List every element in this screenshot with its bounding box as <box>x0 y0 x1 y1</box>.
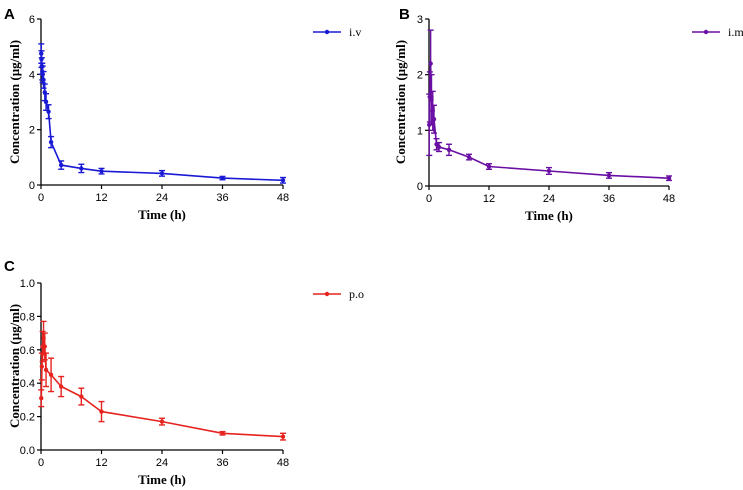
data-point <box>280 434 286 439</box>
x-axis-label: Time (h) <box>525 208 573 223</box>
data-point <box>48 139 54 145</box>
data-point <box>666 176 672 181</box>
data-point <box>79 394 84 399</box>
y-tick-label: 0 <box>29 180 35 192</box>
data-point <box>431 117 437 122</box>
y-tick-label: 3 <box>417 14 423 26</box>
data-point <box>41 77 46 83</box>
y-tick-label: 0.0 <box>20 445 35 457</box>
data-point <box>280 178 286 183</box>
legend-label: p.o <box>349 287 364 301</box>
x-tick-label: 36 <box>603 193 615 205</box>
legend-label: i.m <box>728 25 743 39</box>
x-tick-label: 12 <box>95 192 107 204</box>
legend-marker <box>324 291 330 297</box>
data-point <box>79 166 84 171</box>
legend-marker <box>703 29 709 35</box>
data-point <box>546 168 552 174</box>
y-tick-label: 0.8 <box>20 311 35 323</box>
x-tick-label: 0 <box>38 192 44 204</box>
x-tick-label: 48 <box>663 193 675 205</box>
data-point <box>446 147 452 153</box>
x-tick-label: 12 <box>483 193 495 205</box>
data-point <box>46 109 51 114</box>
panel-c-plot: 0.0 0.2 0.4 0.6 0.8 1.0 0 12 24 36 48 Time (h) Conce… <box>7 278 364 487</box>
y-tick-label: 2 <box>29 125 35 137</box>
data-point <box>43 99 49 105</box>
y-axis-label: Concentration (µg/ml) <box>7 304 22 428</box>
data-point <box>220 175 225 181</box>
x-axis-label: Time (h) <box>138 207 186 222</box>
x-tick-label: 36 <box>216 192 228 204</box>
data-point <box>58 384 64 389</box>
legend-marker <box>324 29 330 35</box>
x-tick-label: 24 <box>543 193 555 205</box>
x-tick-label: 48 <box>277 192 289 204</box>
x-tick-label: 0 <box>38 457 44 469</box>
x-tick-label: 36 <box>216 457 228 469</box>
y-tick-label: 2 <box>417 70 423 82</box>
data-point <box>466 154 472 160</box>
data-point <box>159 171 165 176</box>
data-point <box>48 372 54 378</box>
series-line-i.m <box>428 63 670 179</box>
y-tick-label: 4 <box>29 69 35 81</box>
y-axis-label: Concentration (µg/ml) <box>7 40 22 164</box>
data-point <box>428 61 433 66</box>
x-tick-label: 24 <box>156 457 168 469</box>
data-point <box>58 162 64 168</box>
panel-c: C 0.0 0.2 0.4 0.6 0.8 1.0 0 12 24 36 48 Time (h) Con… <box>4 258 364 487</box>
panel-b-letter: B <box>399 6 410 23</box>
data-point <box>99 168 104 174</box>
y-axis-label: Concentration (µg/ml) <box>393 40 408 164</box>
data-point <box>43 367 49 373</box>
data-point <box>39 364 45 369</box>
x-tick-label: 0 <box>426 193 432 205</box>
y-tick-label: 0.4 <box>20 378 35 390</box>
data-point <box>486 164 492 169</box>
data-point <box>220 431 225 436</box>
y-tick-label: 0.6 <box>20 345 35 357</box>
y-tick-label: 1 <box>417 125 423 137</box>
series-line-i.v <box>40 53 284 182</box>
x-tick-label: 48 <box>277 457 289 469</box>
x-tick-label: 24 <box>156 192 168 204</box>
data-point <box>39 396 44 401</box>
y-tick-label: 6 <box>29 14 35 26</box>
data-point <box>42 344 47 349</box>
y-tick-label: 1.0 <box>20 278 35 290</box>
data-point <box>436 144 442 150</box>
data-point <box>606 173 612 178</box>
data-point <box>99 409 104 414</box>
data-point <box>159 419 165 424</box>
y-tick-label: 0 <box>417 181 423 193</box>
legend-label: i.v <box>349 25 361 39</box>
panel-a-letter: A <box>4 6 15 23</box>
x-axis-label: Time (h) <box>138 472 186 487</box>
panel-c-letter: C <box>4 258 15 275</box>
y-tick-label: 0.2 <box>20 412 35 424</box>
x-tick-label: 12 <box>95 457 107 469</box>
